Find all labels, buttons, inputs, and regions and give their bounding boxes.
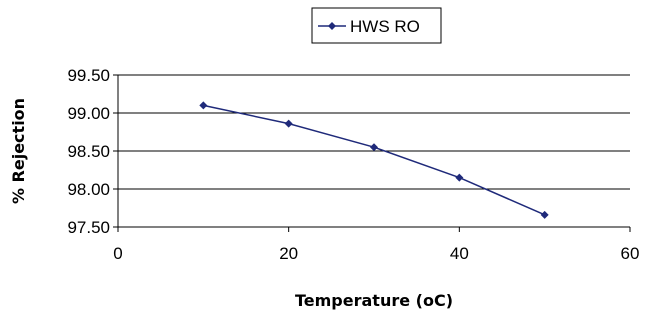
- y-tick-label: 99.00: [67, 104, 110, 123]
- series-line: [203, 104, 545, 216]
- y-axis-title: % Rejection: [9, 98, 28, 204]
- x-axis-title: Temperature (oC): [295, 291, 453, 310]
- y-tick-label: 98.00: [67, 180, 110, 199]
- data-point-marker: [455, 173, 464, 182]
- legend-marker: [328, 22, 336, 30]
- data-point-marker: [540, 210, 549, 219]
- legend-label: HWS RO: [350, 17, 420, 36]
- y-tick-label: 97.50: [67, 218, 110, 237]
- y-tick-label: 99.50: [67, 66, 110, 85]
- x-tick-label: 20: [279, 244, 298, 263]
- gridlines: [118, 74, 630, 228]
- x-tick-label: 60: [621, 244, 640, 263]
- x-tick-label: 40: [450, 244, 469, 263]
- legend: HWS RO: [311, 7, 442, 44]
- y-tick-label: 98.50: [67, 142, 110, 161]
- x-tick-label: 0: [113, 244, 122, 263]
- data-point-marker: [370, 143, 378, 152]
- data-point-marker: [199, 101, 208, 110]
- x-ticks: 0 20 40 60: [113, 227, 639, 263]
- data-point-marker: [284, 119, 293, 128]
- series-group: [199, 101, 549, 219]
- y-ticks: 97.50 98.00 98.50 99.00 99.50: [67, 66, 118, 237]
